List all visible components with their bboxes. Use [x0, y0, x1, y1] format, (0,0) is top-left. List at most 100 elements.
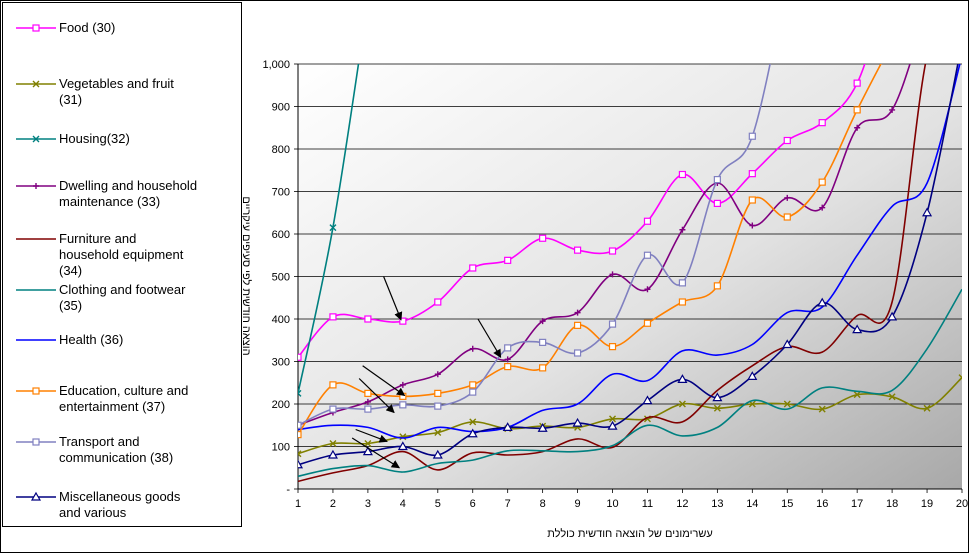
- series-2: [298, 374, 962, 458]
- data-point: [502, 422, 513, 431]
- x-tick-label: 12: [676, 498, 688, 510]
- data-point: [749, 222, 756, 229]
- data-point: [469, 388, 477, 396]
- data-point: [434, 298, 442, 306]
- data-point: [783, 136, 791, 145]
- annotation-arrow: [358, 378, 395, 414]
- data-point: [399, 401, 407, 409]
- legend-label: Clothing and footwear (35): [59, 282, 186, 313]
- data-point: [609, 415, 617, 423]
- legend-label: Food (30): [59, 20, 115, 35]
- data-point: [504, 356, 511, 363]
- data-point: [539, 234, 547, 242]
- data-point: [644, 286, 651, 293]
- legend: [2, 2, 242, 527]
- data-point: [889, 106, 896, 113]
- y-tick-label: 200: [272, 399, 290, 411]
- data-point: [607, 420, 618, 430]
- legend-entry-3: Housing(32): [16, 131, 130, 146]
- data-point: [329, 381, 337, 389]
- data-point: [853, 106, 861, 114]
- y-tick-label: 100: [272, 442, 290, 454]
- data-point: [643, 217, 652, 225]
- data-point: [469, 264, 477, 272]
- series-5: [298, 64, 927, 483]
- data-point: [713, 404, 721, 412]
- data-point: [573, 321, 582, 329]
- data-point: [469, 418, 477, 426]
- data-point: [852, 324, 863, 334]
- data-point: [362, 446, 373, 456]
- x-tick-label: 19: [921, 498, 933, 510]
- data-point: [747, 371, 758, 380]
- y-axis-label: הוצאה חודשית לפי סעיפים עיקריים: [240, 196, 253, 355]
- legend-label: Miscellaneous goods and various: [59, 489, 181, 520]
- data-point: [888, 393, 896, 401]
- data-point: [573, 246, 582, 254]
- data-point: [608, 320, 617, 328]
- legend-entry-9: Transport and communication (38): [16, 434, 173, 465]
- annotation-arrow: [351, 437, 401, 469]
- legend-label: Vegetables and fruit (31): [59, 76, 174, 107]
- legend-label: Transport and communication (38): [59, 434, 173, 465]
- data-point: [853, 79, 861, 87]
- data-point: [364, 440, 372, 448]
- legend-entries: Food (30) Vegetables and fruit (31) Housing…: [16, 20, 197, 520]
- data-point: [32, 80, 40, 88]
- y-tick-label: 700: [272, 187, 290, 199]
- data-point: [469, 345, 476, 352]
- data-point: [432, 449, 443, 459]
- data-point: [819, 204, 826, 211]
- data-point: [399, 317, 407, 325]
- series-1: [298, 64, 866, 361]
- series-1-line: [298, 64, 866, 358]
- data-point: [712, 392, 723, 402]
- data-point: [30, 491, 42, 501]
- data-point: [573, 349, 582, 357]
- data-point: [784, 194, 791, 201]
- data-point: [364, 315, 372, 323]
- data-point: [364, 389, 372, 397]
- x-tick-label: 8: [540, 498, 546, 510]
- x-tick-label: 15: [781, 498, 793, 510]
- data-point: [434, 402, 442, 410]
- data-point: [467, 428, 478, 438]
- series-7-line: [298, 64, 961, 439]
- x-tick-label: 4: [400, 498, 406, 510]
- data-point: [298, 459, 304, 469]
- data-point: [608, 343, 617, 351]
- y-tick-label: 400: [272, 314, 290, 326]
- y-tick-label: 600: [272, 229, 290, 241]
- y-tick-label: 1,000: [262, 59, 290, 71]
- series-2-line: [298, 377, 962, 455]
- annotation-arrow: [383, 276, 403, 321]
- data-point: [504, 344, 512, 352]
- data-point: [469, 381, 477, 389]
- legend-entry-10: Miscellaneous goods and various: [16, 489, 181, 520]
- data-point: [678, 170, 687, 179]
- data-point: [537, 423, 548, 432]
- data-point: [572, 417, 583, 427]
- x-tick-label: 20: [956, 498, 968, 510]
- y-tick-label: 900: [272, 102, 290, 114]
- series-layer: [298, 64, 962, 483]
- x-tick-label: 11: [642, 498, 653, 510]
- x-tick-label: 3: [365, 498, 371, 510]
- data-point: [329, 440, 337, 448]
- data-point: [298, 353, 302, 361]
- series-7: [298, 64, 961, 439]
- y-tick-label: -: [286, 484, 290, 496]
- data-point: [713, 176, 721, 184]
- data-point: [817, 297, 828, 307]
- x-tick-label: 9: [575, 498, 581, 510]
- x-axis-ticks: 1 2 3 4 5 6 7 8 9 10 11 12 13 14 15 16 17 18 19 20: [295, 488, 968, 510]
- x-axis-label: עשרימונים של הוצאה חודשית כוללת: [547, 527, 713, 540]
- data-point: [713, 199, 721, 207]
- data-point: [32, 24, 40, 32]
- annotation-arrow: [477, 318, 502, 358]
- data-point: [329, 405, 337, 413]
- x-tick-label: 18: [886, 498, 898, 510]
- data-point: [539, 318, 546, 325]
- series-10: [298, 64, 959, 469]
- series-6: [298, 288, 962, 478]
